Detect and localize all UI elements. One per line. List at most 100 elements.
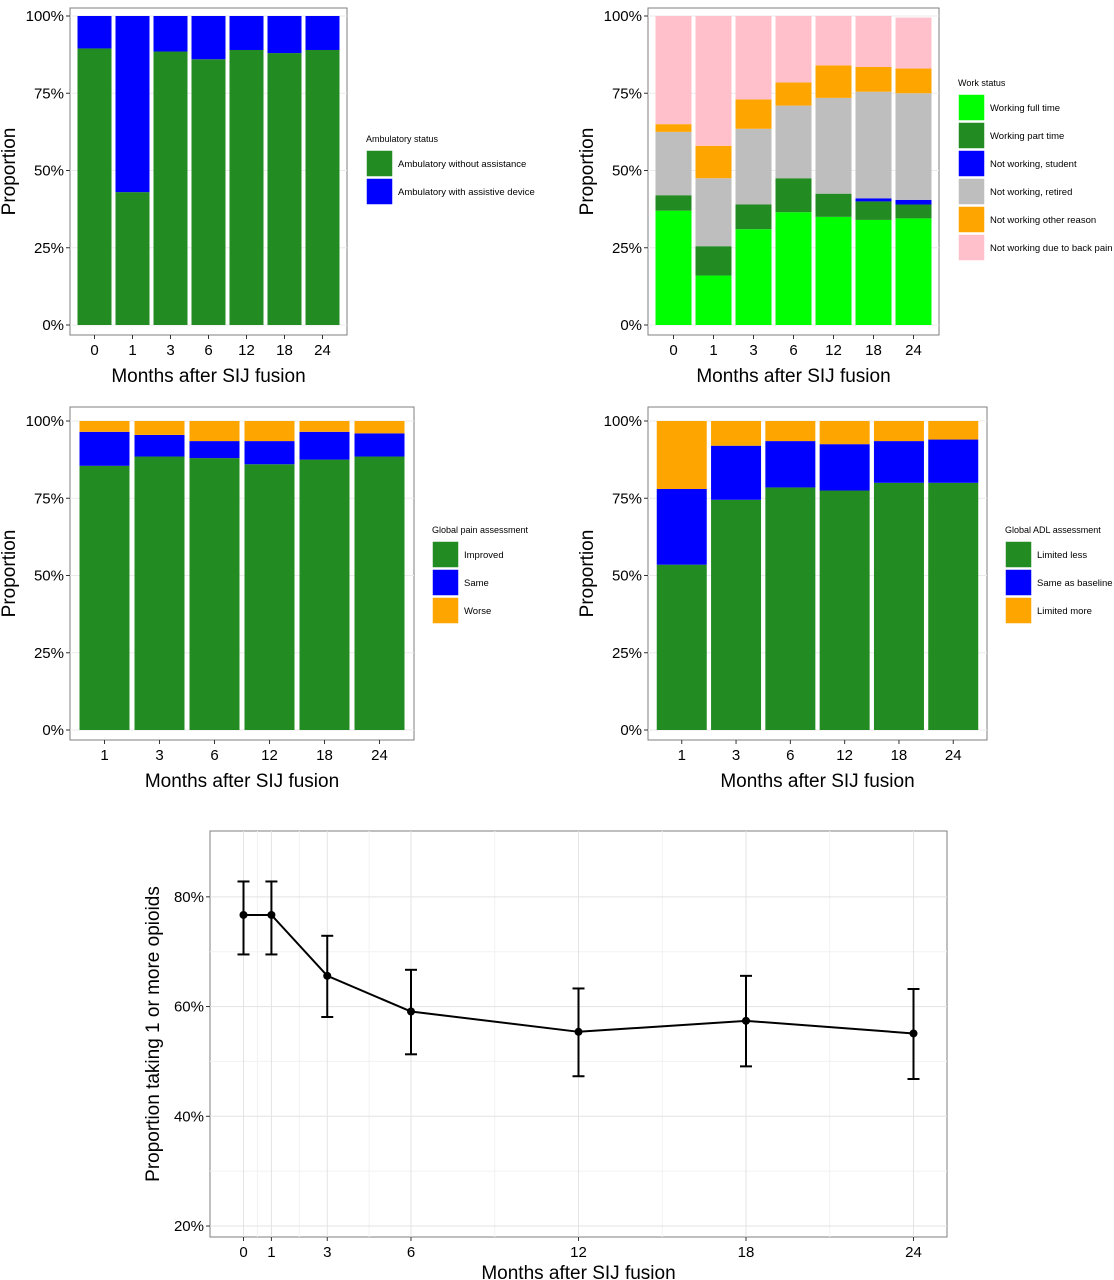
bar-segment — [244, 464, 295, 730]
bar-segment — [735, 99, 772, 129]
legend-swatch — [1004, 596, 1033, 625]
bar-segment — [735, 229, 772, 325]
legend-swatch — [431, 568, 460, 597]
x-tick-label: 3 — [155, 747, 163, 764]
bar-segment — [855, 201, 892, 220]
bar-segment — [153, 16, 188, 52]
bar-segment — [775, 82, 812, 106]
bar-segment — [655, 16, 692, 125]
x-axis-title: Months after SIJ fusion — [481, 1263, 675, 1280]
bar-segment — [655, 131, 692, 196]
bar-segment — [134, 456, 185, 730]
bar-segment — [305, 16, 340, 50]
legend-label: Ambulatory with assistive device — [398, 187, 535, 198]
legend-swatch — [1004, 540, 1033, 569]
legend-label: Worse — [464, 606, 491, 617]
bar-segment — [765, 421, 816, 442]
x-tick-label: 1 — [128, 342, 136, 359]
legend-swatch — [431, 596, 460, 625]
bar-segment — [735, 204, 772, 230]
legend: Global ADL assessment Limited less Same as… — [1004, 525, 1113, 625]
bar-segment — [299, 459, 350, 730]
x-tick-label: 18 — [891, 747, 908, 764]
legend: Ambulatory status Ambulatory without assi… — [365, 134, 535, 206]
legend-label: Not working other reason — [990, 215, 1096, 226]
x-tick-label: 1 — [267, 1244, 275, 1261]
data-point — [742, 1016, 750, 1025]
y-tick-label: 0% — [620, 317, 642, 334]
bar-segment — [189, 441, 240, 459]
bar-segment — [655, 195, 692, 211]
x-tick-label: 24 — [905, 342, 922, 359]
y-tick-label: 75% — [34, 85, 64, 102]
bar-segment — [299, 431, 350, 460]
y-tick-label: 75% — [34, 490, 64, 507]
bar-segment — [819, 490, 870, 730]
y-tick-label: 100% — [604, 413, 642, 430]
bar-segment — [711, 499, 762, 730]
y-axis-title: Proportion — [577, 128, 598, 216]
bar-segment — [895, 204, 932, 219]
legend-swatch — [1004, 568, 1033, 597]
bar-segment — [267, 16, 302, 54]
bar-segment — [873, 441, 924, 483]
data-point — [239, 910, 248, 919]
y-tick-label: 20% — [174, 1218, 204, 1235]
bar-segment — [735, 128, 772, 205]
bar-segment — [815, 65, 852, 98]
bar-segment — [153, 51, 188, 325]
bar-segment — [695, 246, 732, 276]
legend: Global pain assessment Improved Same Worse — [431, 525, 529, 625]
bar-segment — [655, 124, 692, 132]
bar-segment — [895, 93, 932, 200]
data-point — [267, 910, 276, 919]
y-tick-label: 80% — [174, 889, 204, 906]
y-tick-label: 75% — [612, 85, 642, 102]
x-tick-label: 3 — [749, 342, 757, 359]
x-tick-label: 24 — [945, 747, 962, 764]
bar-segment — [895, 17, 932, 69]
y-tick-label: 0% — [42, 317, 64, 334]
bar-segment — [115, 192, 150, 325]
y-axis-title: Proportion — [577, 530, 598, 618]
y-axis-title: Proportion — [0, 530, 20, 618]
bar-segment — [695, 275, 732, 325]
bar-segment — [873, 482, 924, 730]
legend-title: Global ADL assessment — [1005, 525, 1101, 535]
bar-segment — [855, 16, 892, 67]
bar-segment — [775, 212, 812, 325]
bar-segment — [819, 421, 870, 445]
x-tick-label: 6 — [786, 747, 794, 764]
x-tick-label: 0 — [669, 342, 677, 359]
bar-segment — [815, 16, 852, 66]
x-tick-label: 18 — [276, 342, 293, 359]
bar-segment — [695, 145, 732, 179]
bar-segment — [191, 59, 226, 325]
bar-segment — [895, 68, 932, 94]
bar-segment — [895, 218, 932, 325]
y-tick-label: 25% — [34, 645, 64, 662]
y-tick-label: 100% — [604, 8, 642, 25]
legend-title: Work status — [958, 78, 1006, 88]
bar-segment — [815, 193, 852, 217]
bar-segment — [299, 421, 350, 432]
bar-segment — [305, 49, 340, 326]
x-tick-label: 6 — [407, 1244, 415, 1261]
y-axis-title: Proportion — [0, 128, 20, 216]
bar-segment — [115, 16, 150, 193]
bar-segment — [855, 219, 892, 325]
y-tick-label: 25% — [34, 240, 64, 257]
x-axis-title: Months after SIJ fusion — [720, 771, 914, 792]
x-tick-label: 12 — [836, 747, 853, 764]
bar-segment — [928, 421, 979, 440]
bar-segment — [244, 421, 295, 442]
bar-segment — [656, 488, 707, 565]
legend-title: Global pain assessment — [432, 525, 529, 535]
bar-segment — [267, 53, 302, 326]
legend-label: Improved — [464, 550, 504, 561]
y-tick-label: 0% — [620, 722, 642, 739]
x-tick-label: 1 — [678, 747, 686, 764]
legend-label: Not working, student — [990, 159, 1077, 170]
data-point — [323, 971, 332, 980]
